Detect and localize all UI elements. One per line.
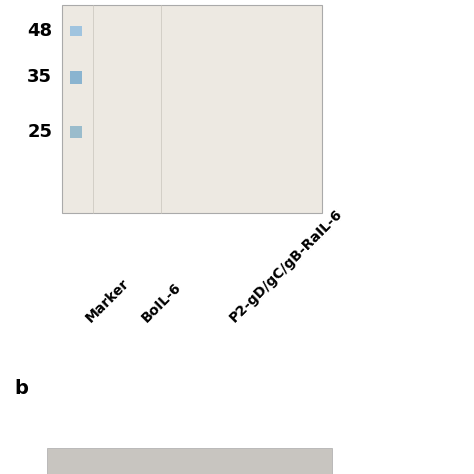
Text: P2-gD/gC/gB-RaIL-6: P2-gD/gC/gB-RaIL-6 — [227, 206, 346, 325]
Text: 25: 25 — [27, 123, 52, 141]
FancyBboxPatch shape — [70, 126, 82, 138]
FancyBboxPatch shape — [70, 26, 82, 36]
Text: 35: 35 — [27, 68, 52, 86]
FancyBboxPatch shape — [47, 448, 332, 474]
Text: 48: 48 — [27, 22, 52, 40]
Text: BoIL-6: BoIL-6 — [139, 280, 184, 325]
FancyBboxPatch shape — [70, 71, 82, 84]
Text: b: b — [14, 379, 28, 398]
FancyBboxPatch shape — [62, 5, 322, 213]
Text: Marker: Marker — [82, 276, 131, 325]
